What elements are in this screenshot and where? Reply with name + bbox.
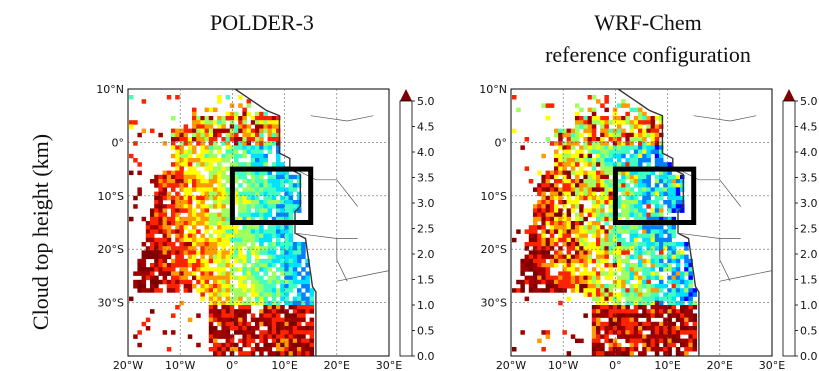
colorbar-tick-label: 0.0 — [800, 350, 818, 363]
country-border — [336, 270, 390, 282]
panel-subtitle: reference configuration — [545, 42, 751, 67]
panel-wrf-chem: WRF-Chem reference configuration 5.0 4.5 4… — [479, 10, 817, 371]
longitude-tick-label: 20°W — [496, 359, 526, 371]
colorbar-tick-label: 0.5 — [417, 325, 435, 338]
colorbar-tick-label: 1.0 — [417, 299, 435, 312]
country-border — [294, 168, 358, 207]
study-region-box — [229, 166, 314, 226]
colorbar-tick-label: 4.5 — [417, 121, 435, 134]
longitude-labels: 20°W 10°W 0° 10°E 20°E 30°E — [113, 359, 402, 371]
latitude-tick-label: 10°N — [96, 83, 124, 96]
colorbar-tick-label: 3.5 — [800, 172, 818, 185]
colorbar-tick-label: 1.0 — [800, 299, 818, 312]
colorbar-tick-label: 5.0 — [417, 95, 435, 108]
latitude-tick-label: 10°S — [481, 190, 507, 203]
panel-title: POLDER-3 — [210, 10, 314, 35]
longitude-tick-label: 10°W — [165, 359, 195, 371]
colorbar-outline — [782, 100, 796, 357]
study-region-box — [612, 166, 697, 226]
longitude-tick-label: 10°E — [271, 359, 297, 371]
colorbar: 5.0 4.5 4.0 3.5 3.0 2.5 2.0 1.5 1.0 0.5 0.0 — [399, 89, 435, 363]
country-border — [719, 270, 773, 282]
latitude-tick-label: 30°S — [98, 297, 124, 310]
latitude-tick-label: 10°N — [479, 83, 507, 96]
colorbar-tick-label: 1.5 — [417, 274, 435, 287]
colorbar-tick-label: 3.0 — [800, 197, 818, 210]
country-border — [677, 168, 741, 207]
latitude-tick-label: 0° — [112, 136, 125, 149]
colorbar-extend-arrow — [400, 89, 412, 101]
longitude-tick-label: 30°E — [376, 359, 402, 371]
latitude-tick-label: 20°S — [98, 243, 124, 256]
panel-title: WRF-Chem — [594, 10, 702, 35]
country-border — [693, 115, 757, 122]
map — [510, 88, 773, 357]
colorbar-tick-label: 3.5 — [417, 172, 435, 185]
longitude-labels: 20°W 10°W 0° 10°E 20°E 30°E — [496, 359, 785, 371]
longitude-tick-label: 10°W — [548, 359, 578, 371]
colorbar-outline — [399, 100, 413, 357]
colorbar-tick-label: 2.5 — [800, 223, 818, 236]
longitude-tick-label: 0° — [609, 359, 622, 371]
y-axis-label: Cloud top height (km) — [28, 134, 53, 330]
latitude-tick-label: 30°S — [481, 297, 507, 310]
longitude-tick-label: 30°E — [759, 359, 785, 371]
panel-polder3: POLDER-3 5.0 4.5 4.0 3.5 3.0 2.5 2.0 1.5 1.0 0.5 0… — [96, 10, 434, 371]
colorbar: 5.0 4.5 4.0 3.5 3.0 2.5 2.0 1.5 1.0 0.5 0.0 — [782, 89, 818, 363]
map — [127, 88, 390, 357]
colorbar-tick-label: 4.5 — [800, 121, 818, 134]
colorbar-tick-label: 3.0 — [417, 197, 435, 210]
latitude-labels: 10°N 0° 10°S 20°S 30°S — [96, 83, 124, 310]
colorbar-tick-label: 4.0 — [417, 146, 435, 159]
latitude-tick-label: 0° — [495, 136, 508, 149]
colorbar-tick-label: 5.0 — [800, 95, 818, 108]
longitude-tick-label: 20°E — [707, 359, 733, 371]
latitude-tick-label: 10°S — [98, 190, 124, 203]
colorbar-extend-arrow — [783, 89, 795, 101]
longitude-tick-label: 20°W — [113, 359, 143, 371]
longitude-tick-label: 10°E — [654, 359, 680, 371]
colorbar-tick-label: 0.5 — [800, 325, 818, 338]
colorbar-tick-label: 2.5 — [417, 223, 435, 236]
longitude-tick-label: 0° — [226, 359, 239, 371]
longitude-tick-label: 20°E — [324, 359, 350, 371]
cloud-field — [129, 95, 315, 356]
colorbar-tick-label: 2.0 — [800, 248, 818, 261]
latitude-labels: 10°N 0° 10°S 20°S 30°S — [479, 83, 507, 310]
colorbar-tick-label: 0.0 — [417, 350, 435, 363]
country-border — [310, 115, 374, 122]
colorbar-tick-label: 2.0 — [417, 248, 435, 261]
colorbar-tick-label: 1.5 — [800, 274, 818, 287]
latitude-tick-label: 20°S — [481, 243, 507, 256]
colorbar-tick-label: 4.0 — [800, 146, 818, 159]
